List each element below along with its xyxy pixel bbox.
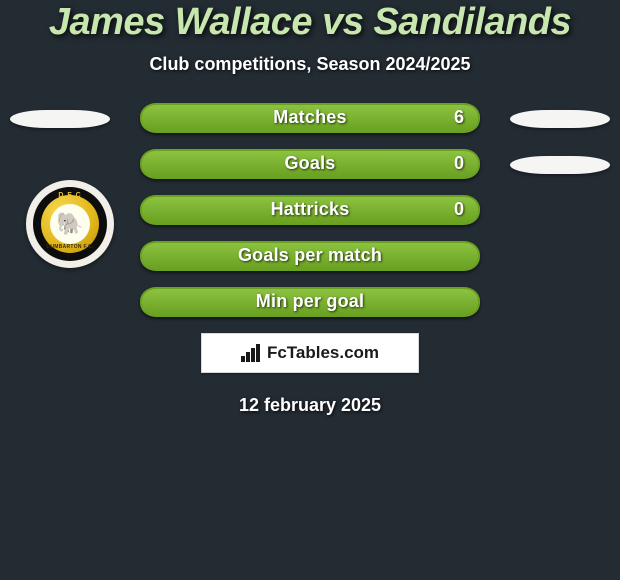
stat-row-matches: Matches 6 <box>0 103 620 133</box>
stat-value-right: 0 <box>454 197 464 223</box>
stat-label: Goals <box>142 151 478 177</box>
stat-bar: Goals per match <box>140 241 480 271</box>
stat-bar: Hattricks 0 <box>140 195 480 225</box>
stat-label: Matches <box>142 105 478 131</box>
stat-label: Min per goal <box>142 289 478 315</box>
stat-label: Goals per match <box>142 243 478 269</box>
crest-bottom-text: DUMBARTON F.C. <box>41 244 99 250</box>
stat-row-min-per-goal: Min per goal <box>0 287 620 317</box>
stat-bar: Matches 6 <box>140 103 480 133</box>
stat-label: Hattricks <box>142 197 478 223</box>
placeholder-ellipse-right <box>510 156 610 174</box>
stat-bar: Goals 0 <box>140 149 480 179</box>
stat-row-goals: Goals 0 <box>0 149 620 179</box>
bar-chart-icon <box>241 344 263 362</box>
club-crest: D F C 🐘 DUMBARTON F.C. <box>26 180 114 268</box>
fctables-logo: FcTables.com <box>201 333 419 373</box>
stat-bar: Min per goal <box>140 287 480 317</box>
placeholder-ellipse-left <box>10 110 110 128</box>
logo-text: FcTables.com <box>267 343 379 363</box>
placeholder-ellipse-right <box>510 110 610 128</box>
stat-value-right: 6 <box>454 105 464 131</box>
crest-elephant-icon: 🐘 <box>50 204 90 244</box>
date-label: 12 february 2025 <box>0 395 620 416</box>
page-title: James Wallace vs Sandilands <box>0 2 620 44</box>
stat-value-right: 0 <box>454 151 464 177</box>
subtitle: Club competitions, Season 2024/2025 <box>0 54 620 75</box>
